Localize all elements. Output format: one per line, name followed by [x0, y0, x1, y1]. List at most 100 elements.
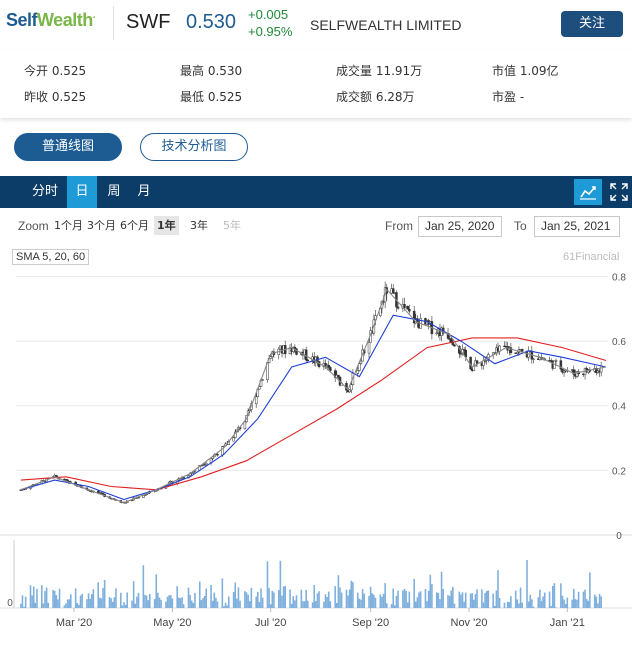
volume-bar	[76, 603, 79, 608]
zoom-label: Zoom	[18, 219, 49, 233]
y-tick-label: 0.8	[612, 272, 626, 283]
volume-bar	[335, 603, 338, 608]
volume-bar	[226, 605, 228, 608]
period-toolbar: 分时 日 周 月	[0, 176, 632, 208]
volume-bar	[324, 594, 327, 608]
volume-bar	[97, 582, 100, 608]
volume-bar	[572, 588, 575, 608]
zoom-1y[interactable]: 1年	[154, 216, 179, 235]
zoom-3m[interactable]: 3个月	[87, 219, 116, 232]
volume-bar	[405, 590, 407, 608]
volume-bar	[463, 601, 465, 608]
candle-body	[154, 490, 158, 492]
volume-bar	[345, 589, 348, 608]
volume-bar	[23, 606, 25, 608]
volume-bar	[403, 588, 406, 608]
volume-bar	[382, 593, 385, 608]
volume-bar	[600, 596, 602, 608]
volume-bar	[157, 592, 159, 608]
volume-bar	[200, 600, 203, 608]
tab-line-chart[interactable]: 普通线图	[14, 133, 122, 161]
period-intraday[interactable]: 分时	[31, 184, 58, 199]
volume-bar	[305, 589, 307, 608]
volume-bar	[169, 595, 172, 608]
stat-turnover: 成交额 6.28万	[336, 90, 415, 104]
period-week[interactable]: 周	[107, 184, 121, 199]
volume-bar	[239, 600, 241, 608]
period-day[interactable]: 日	[67, 176, 97, 208]
volume-bar	[63, 605, 66, 608]
volume-bar	[560, 583, 562, 608]
volume-bar	[194, 592, 196, 608]
volume-bar	[587, 600, 590, 608]
candle-body	[572, 369, 576, 375]
volume-bar	[271, 590, 274, 608]
volume-bar	[397, 590, 399, 608]
volume-bar	[282, 586, 285, 608]
zoom-3y[interactable]: 3年	[190, 219, 208, 232]
volume-bar	[302, 601, 304, 608]
volume-bar	[516, 599, 519, 608]
volume-bar	[40, 585, 43, 608]
period-month[interactable]: 月	[137, 184, 151, 199]
volume-bar	[539, 589, 541, 608]
volume-bar	[392, 588, 395, 608]
volume-bar	[574, 599, 577, 608]
volume-bar	[292, 596, 295, 608]
volume-bar	[111, 601, 114, 608]
y-tick-label: 0.4	[612, 402, 626, 413]
volume-bar	[482, 602, 485, 608]
indicator-legend[interactable]: SMA 5, 20, 60	[12, 249, 90, 265]
volume-bar	[260, 588, 262, 608]
volume-bar	[257, 591, 259, 608]
volume-bar	[571, 599, 573, 608]
volume-bar	[245, 592, 248, 608]
header-divider	[113, 6, 114, 40]
candle-body	[561, 368, 564, 373]
candle-body	[329, 367, 332, 371]
volume-bar	[210, 584, 212, 608]
price-chart[interactable]: 0 0.2 0.4 0.6 0.8 0 Mar '20 May '20 Jul '20 Sep …	[0, 241, 632, 647]
zoom-5y[interactable]: 5年	[223, 219, 241, 232]
volume-bar	[473, 599, 475, 608]
sma-line	[20, 337, 607, 491]
last-price: 0.530	[186, 11, 237, 33]
volume-bar	[485, 591, 488, 608]
volume-bar	[160, 599, 162, 608]
volume-bar	[234, 582, 237, 608]
line-chart-icon[interactable]	[574, 179, 602, 205]
zoom-6m[interactable]: 6个月	[120, 219, 149, 232]
volume-bar	[395, 595, 398, 608]
volume-bar	[20, 603, 22, 608]
volume-bar	[266, 561, 269, 608]
company-name: SELFWEALTH LIMITED	[310, 17, 462, 33]
volume-bar	[464, 592, 467, 608]
volume-bar	[564, 604, 567, 608]
volume-bar	[145, 595, 148, 608]
candle-body	[435, 332, 438, 335]
volume-bar	[553, 583, 556, 608]
volume-bar	[460, 594, 462, 608]
candle-body	[483, 360, 487, 362]
volume-bar	[78, 604, 80, 608]
candle-body	[595, 368, 598, 373]
candle-body	[532, 358, 535, 360]
volume-bar	[450, 590, 453, 608]
volume-bar	[543, 592, 546, 608]
zoom-1m[interactable]: 1个月	[54, 219, 83, 232]
follow-button[interactable]: 关注	[561, 11, 623, 37]
candle-body	[367, 341, 371, 354]
volume-bar	[36, 588, 38, 608]
volume-bar	[190, 600, 193, 608]
volume-bar	[290, 603, 293, 608]
volume-bar	[461, 592, 464, 608]
volume-bar	[323, 601, 325, 608]
volume-bar	[561, 595, 564, 608]
to-date-input[interactable]: Jan 25, 2021	[534, 216, 620, 237]
from-date-input[interactable]: Jan 25, 2020	[418, 216, 502, 237]
change-percent: +0.95%	[248, 24, 293, 39]
selfwealth-logo[interactable]: SelfWealth.	[6, 10, 96, 31]
tab-technical-chart[interactable]: 技术分析图	[140, 133, 248, 161]
fullscreen-icon[interactable]	[606, 179, 632, 205]
volume-bar	[492, 593, 494, 608]
